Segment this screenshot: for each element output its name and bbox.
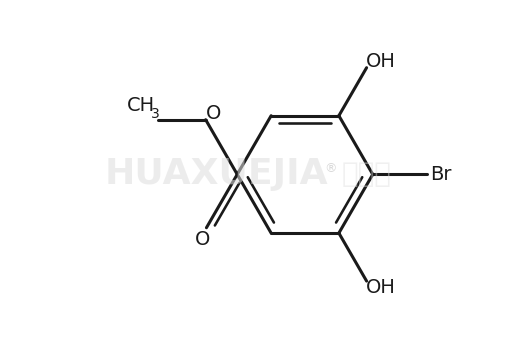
Text: 3: 3 — [150, 106, 159, 121]
Text: O: O — [195, 230, 210, 249]
Text: ®: ® — [324, 162, 336, 175]
Text: OH: OH — [366, 52, 395, 71]
Text: Br: Br — [430, 165, 451, 184]
Text: O: O — [206, 104, 221, 123]
Text: 化学加: 化学加 — [342, 161, 392, 188]
Text: CH: CH — [127, 96, 155, 115]
Text: HUAXUEJIA: HUAXUEJIA — [105, 157, 328, 192]
Text: OH: OH — [366, 278, 395, 297]
